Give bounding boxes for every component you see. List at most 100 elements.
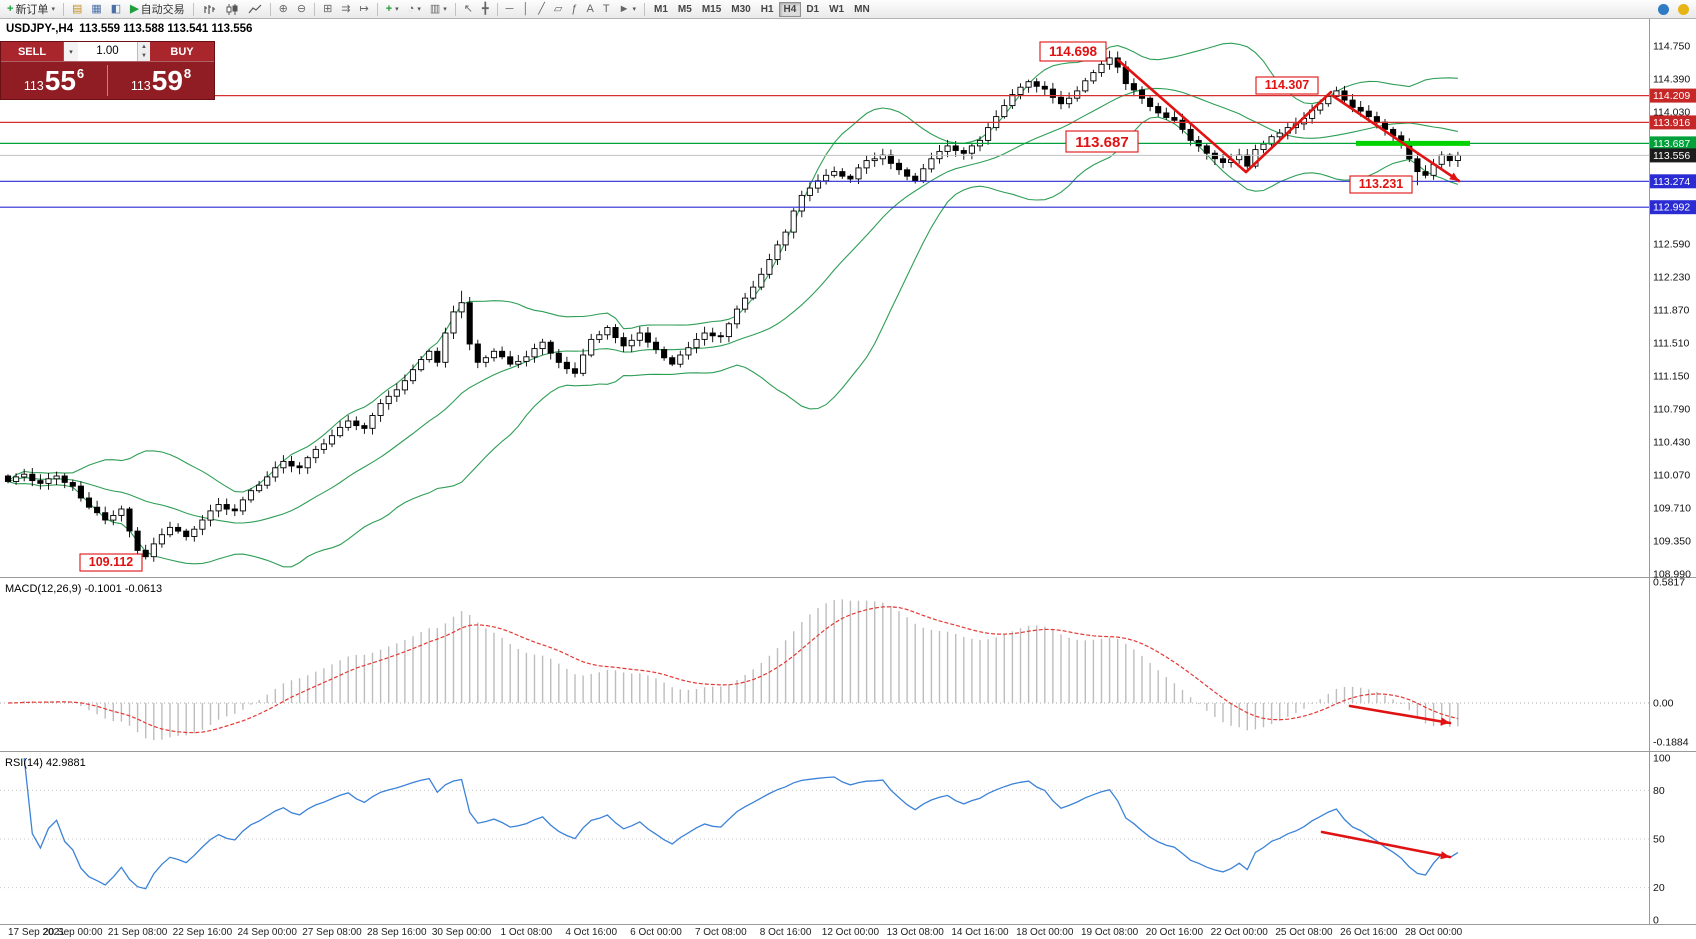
buy-price[interactable]: 113 59 8 [108, 62, 214, 99]
line-chart-button[interactable] [244, 1, 266, 18]
trend-arrow[interactable] [1320, 830, 1452, 859]
arrow-head-icon [1449, 172, 1459, 181]
timeframe-m30-button[interactable]: M30 [726, 2, 755, 17]
volume-input[interactable]: 1.00 ▲ ▼ [78, 42, 150, 61]
candle [847, 175, 854, 180]
timeframe-m1-button[interactable]: M1 [649, 2, 673, 17]
candle [1203, 145, 1210, 154]
trend-arrow[interactable] [1331, 94, 1461, 183]
indicators-button[interactable]: + ▾ [382, 1, 403, 18]
price-axis-label: 110.070 [1653, 470, 1690, 482]
auto-scroll-button[interactable]: ⇉ [337, 1, 354, 18]
timeframe-d1-button[interactable]: D1 [801, 2, 824, 17]
candle [539, 341, 546, 350]
label-tool-button[interactable]: T [599, 1, 614, 18]
step-down-icon[interactable]: ▼ [141, 53, 147, 60]
fibonacci-button[interactable]: ƒ [567, 1, 581, 18]
candle [239, 499, 246, 512]
trendline-button[interactable]: ╱ [534, 1, 549, 18]
candle [1163, 112, 1170, 118]
price-axis-box-label: 112.992 [1653, 202, 1690, 214]
trend-arrow[interactable] [1348, 704, 1452, 725]
community-button[interactable] [1654, 1, 1673, 18]
candlestick-button[interactable] [221, 1, 243, 18]
macd-panel[interactable] [0, 599, 1649, 741]
sell-price[interactable]: 113 55 6 [1, 62, 107, 99]
candle [458, 302, 465, 313]
candle [968, 145, 975, 154]
templates-button[interactable]: ▥ ▾ [426, 1, 451, 18]
sell-button[interactable]: SELL [1, 42, 63, 61]
text-tool-button[interactable]: A [583, 1, 598, 18]
volume-dropdown-icon[interactable]: ▾ [63, 42, 78, 61]
candle [1276, 132, 1283, 138]
new-order-button[interactable]: + 新订单 ▾ [3, 1, 59, 18]
price-axis-box-label: 113.687 [1653, 138, 1690, 150]
candle [1333, 90, 1340, 97]
channel-button[interactable]: ▱ [550, 1, 566, 18]
timeframe-h1-button[interactable]: H1 [756, 2, 779, 17]
volume-value[interactable]: 1.00 [96, 45, 119, 57]
candle [377, 403, 384, 416]
horizontal-line-button[interactable]: ─ [502, 1, 518, 18]
candle [466, 302, 473, 345]
crosshair-button[interactable]: ╋ [478, 1, 493, 18]
candle [1033, 81, 1040, 87]
timeframe-w1-button[interactable]: W1 [824, 2, 849, 17]
candle [1446, 154, 1453, 162]
price-annotation-text: 113.687 [1075, 134, 1128, 151]
candle [401, 380, 408, 391]
timeframe-m5-button[interactable]: M5 [673, 2, 697, 17]
timeframe-mn-button[interactable]: MN [849, 2, 875, 17]
arrows-tool-button[interactable]: ► ▾ [615, 1, 640, 18]
time-axis-label: 13 Oct 08:00 [887, 927, 945, 938]
price-annotation-box[interactable] [1039, 41, 1107, 62]
time-axis-label: 27 Sep 08:00 [302, 927, 362, 938]
auto-trading-button[interactable]: ▶ 自动交易 [126, 1, 188, 18]
rsi-panel[interactable] [0, 757, 1649, 890]
alerts-button[interactable] [1674, 1, 1693, 18]
profiles-button[interactable]: ▤ [68, 1, 86, 18]
buy-button[interactable]: BUY [150, 42, 214, 61]
periods-button[interactable]: ◔ ▾ [404, 1, 425, 18]
timeframe-h4-button[interactable]: H4 [778, 1, 802, 17]
new-chart-button[interactable]: ▦ [87, 1, 105, 18]
price-annotation-box[interactable] [1255, 76, 1319, 95]
candle [855, 167, 862, 180]
data-window-button[interactable]: ◧ [107, 1, 125, 18]
profiles-icon: ▤ [71, 2, 83, 15]
chart-shift-button[interactable]: ↦ [356, 1, 373, 18]
zoom-in-button[interactable]: ⊕ [275, 1, 292, 18]
candle [409, 369, 417, 382]
price-axis-label: 111.870 [1653, 305, 1690, 317]
cursor-button[interactable]: ↖ [460, 1, 477, 18]
trend-arrow[interactable] [1244, 90, 1333, 174]
candle [37, 480, 44, 484]
candle [207, 510, 214, 521]
candle [652, 341, 660, 350]
zoom-out-button[interactable]: ⊖ [293, 1, 310, 18]
candle [450, 311, 457, 334]
price-annotation-box[interactable] [1065, 130, 1139, 153]
vertical-line-button[interactable]: │ [518, 1, 533, 18]
candle [871, 158, 878, 162]
candle [1357, 106, 1364, 112]
price-annotation-box[interactable] [79, 553, 143, 572]
bar-chart-button[interactable] [198, 1, 220, 18]
candle [1130, 83, 1137, 91]
indicators-icon: + [385, 2, 393, 15]
candle [1422, 171, 1429, 176]
candle [604, 327, 611, 336]
tile-windows-button[interactable]: ⊞ [319, 1, 336, 18]
price-annotation-box[interactable] [1349, 175, 1413, 194]
trend-arrow[interactable] [1116, 58, 1248, 174]
candle [628, 339, 635, 347]
candle [1017, 86, 1024, 95]
volume-stepper[interactable]: ▲ ▼ [137, 42, 150, 61]
timeframe-m15-button[interactable]: M15 [697, 2, 726, 17]
candle [385, 395, 392, 405]
main-chart-panel[interactable] [0, 42, 1649, 568]
alerts-icon [1678, 3, 1689, 15]
step-up-icon[interactable]: ▲ [141, 43, 147, 50]
